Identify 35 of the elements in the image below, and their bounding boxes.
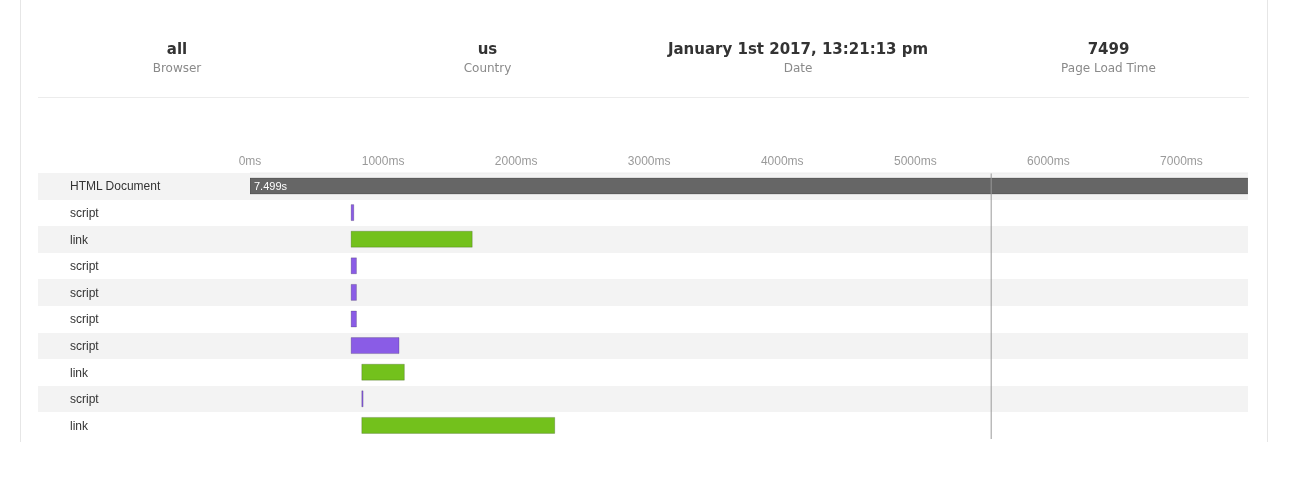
y-tick-label: link	[70, 232, 90, 247]
text: us	[477, 40, 498, 58]
x-tick-label: 3000ms	[627, 154, 671, 168]
x-tick-label: 6000ms	[1027, 154, 1070, 168]
bar	[350, 204, 355, 222]
x-tick-label: 7000ms	[1160, 154, 1203, 168]
text: Country	[463, 61, 512, 75]
y-tick-label: script	[70, 205, 100, 220]
bar	[350, 230, 473, 248]
y-tick-label: script	[70, 259, 100, 274]
bar	[350, 283, 357, 301]
x-tick-label: 5000ms	[893, 154, 937, 168]
y-tick-label: link	[70, 365, 90, 380]
bar	[361, 416, 556, 434]
y-tick-label: script	[70, 392, 100, 407]
bar	[350, 310, 357, 328]
x-tick-label: 1000ms	[361, 154, 405, 168]
bar	[350, 257, 357, 275]
data-label: 7.499s	[254, 180, 288, 192]
bar	[350, 337, 400, 355]
y-tick-label: script	[70, 338, 100, 353]
x-tick-label: 4000ms	[760, 154, 804, 168]
y-tick-label: script	[70, 285, 100, 300]
text: 7499	[1087, 40, 1130, 58]
text: Page Load Time	[1061, 61, 1156, 75]
text: Date	[783, 61, 813, 75]
text: all	[166, 40, 188, 58]
y-tick-label: link	[70, 418, 90, 433]
bar	[361, 363, 405, 381]
y-tick-label: HTML Document	[70, 179, 161, 194]
y-tick-label: script	[70, 312, 100, 327]
x-tick-label: 2000ms	[494, 154, 538, 168]
text: Browser	[152, 61, 202, 75]
text: January 1st 2017, 13:21:13 pm	[667, 40, 929, 58]
x-tick-label: 0ms	[238, 154, 262, 168]
